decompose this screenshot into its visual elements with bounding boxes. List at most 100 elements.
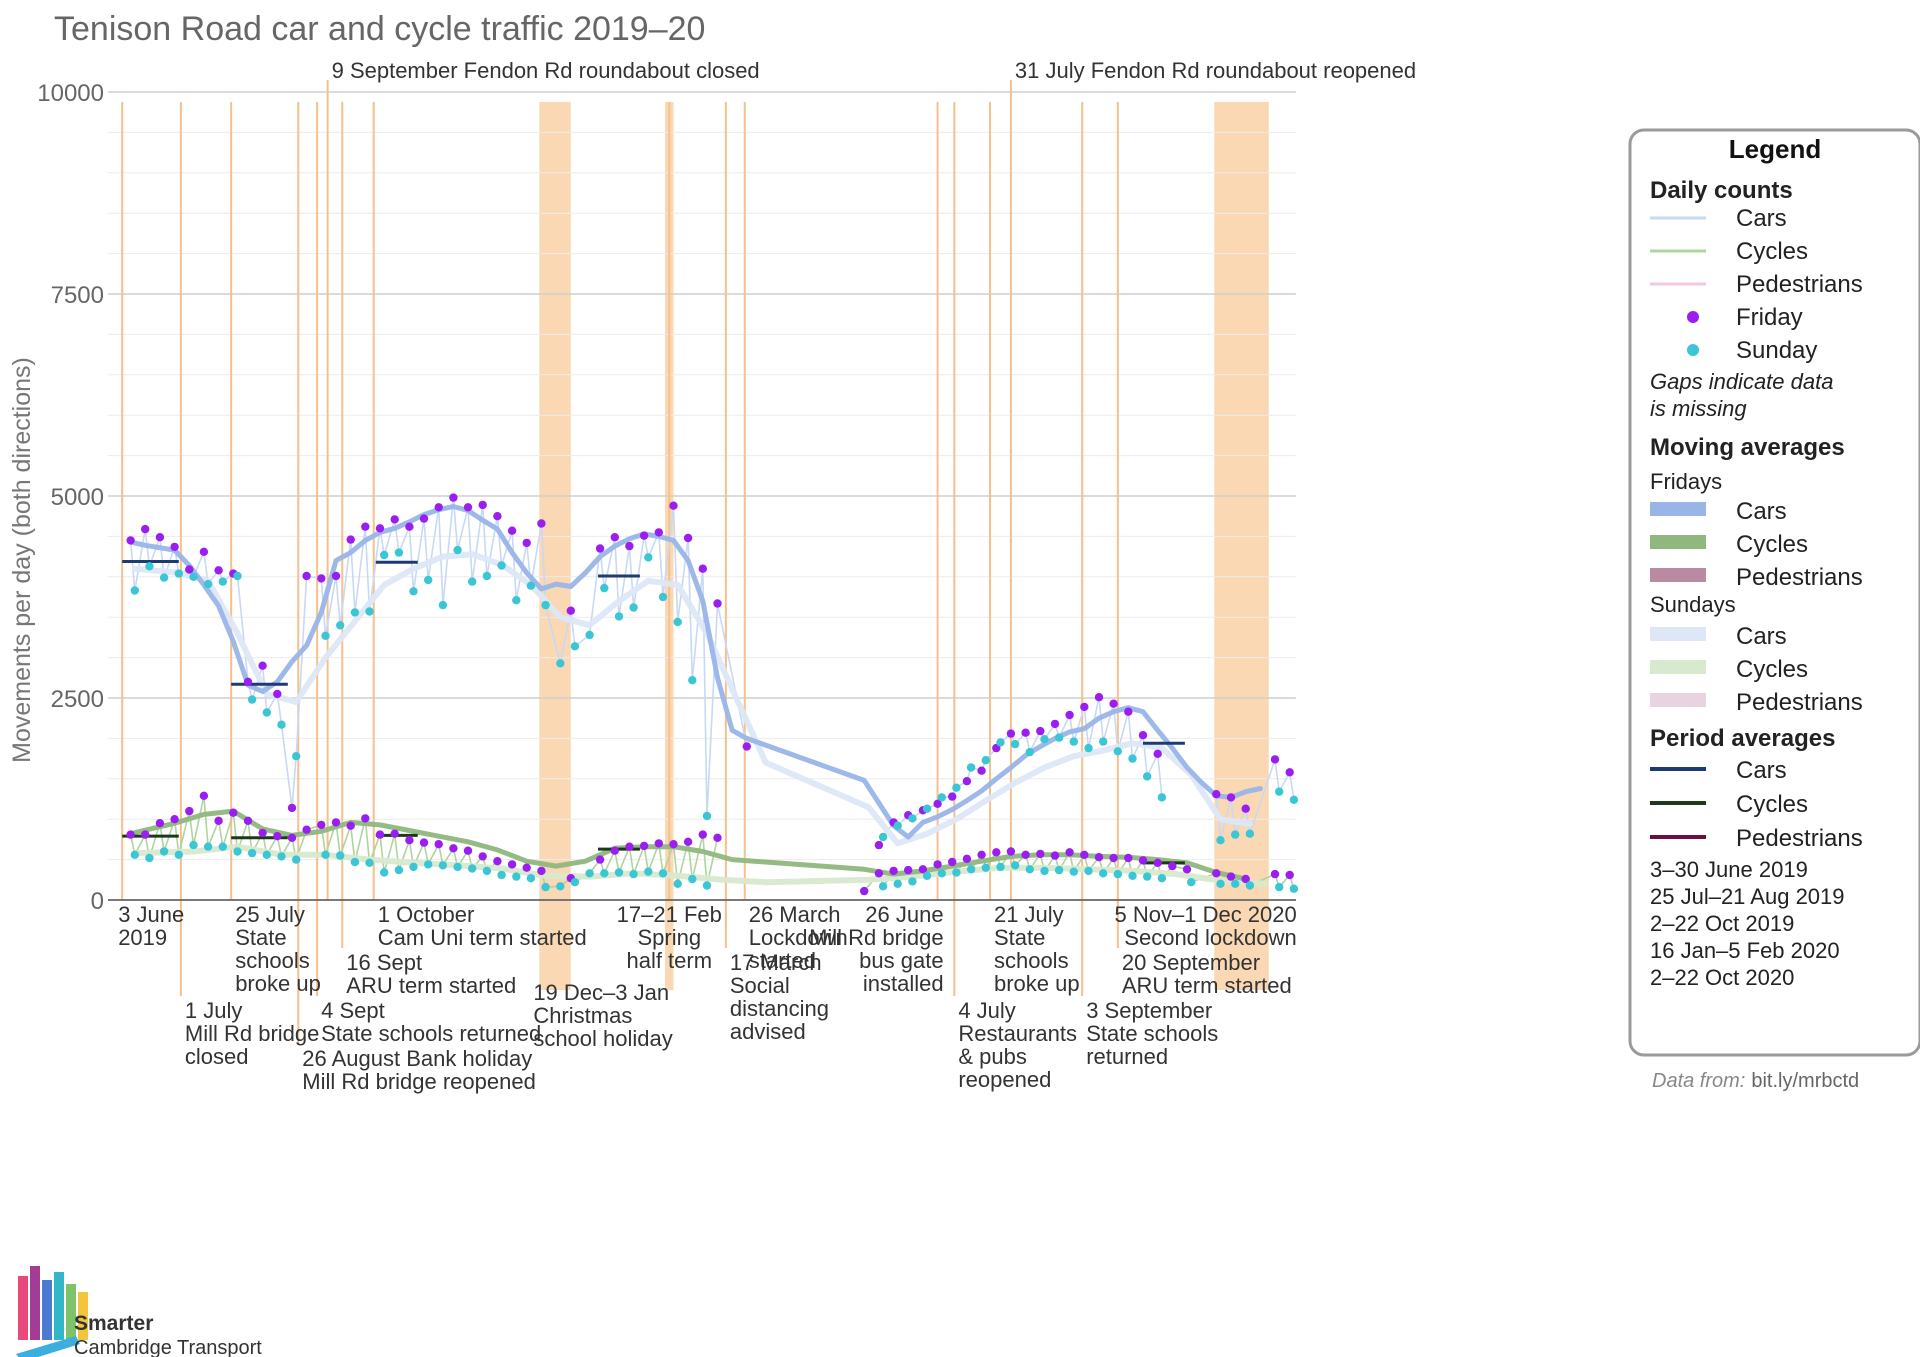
friday-cars-point [1286, 768, 1294, 776]
friday-cars-point [391, 515, 399, 523]
friday-cars-point [1036, 727, 1044, 735]
legend-label: Pedestrians [1736, 564, 1863, 591]
logo-line1: Smarter [74, 1312, 153, 1335]
sunday-cars-point [659, 593, 667, 601]
friday-cycles-point [1271, 870, 1279, 878]
friday-cycles-point [449, 844, 457, 852]
sunday-cycles-point [160, 847, 168, 855]
friday-cycles-point [933, 860, 941, 868]
sunday-cycles-point [468, 864, 476, 872]
sunday-cars-point [571, 642, 579, 650]
sunday-cars-point [219, 577, 227, 585]
sunday-cycles-point [1055, 866, 1063, 874]
sunday-cars-point [351, 608, 359, 616]
sunday-cycles-point [1026, 865, 1034, 873]
legend-label: Cars [1736, 757, 1787, 784]
event-label: started [749, 948, 816, 973]
logo-bar [54, 1272, 64, 1340]
sunday-cycles-point [233, 847, 241, 855]
sunday-cars-point [321, 632, 329, 640]
sunday-cycles-point [600, 869, 608, 877]
y-tick-label: 5000 [51, 484, 104, 511]
sunday-cycles-point [688, 875, 696, 883]
sunday-cars-point [1128, 754, 1136, 762]
event-label: half term [626, 948, 712, 973]
friday-cars-point [1227, 793, 1235, 801]
friday-cycles-point [713, 834, 721, 842]
event-label: Mill Rd bridge [809, 925, 944, 950]
event-label: 25 July [235, 902, 305, 927]
friday-cars-point [963, 777, 971, 785]
legend-subheading: Sundays [1650, 592, 1736, 617]
friday-cars-point [479, 501, 487, 509]
friday-cycles-point [904, 866, 912, 874]
sunday-cycles-point [483, 867, 491, 875]
sunday-cycles-point [556, 882, 564, 890]
friday-cycles-point [464, 847, 472, 855]
sunday-cars-point [1114, 747, 1122, 755]
legend-heading: Period averages [1650, 725, 1835, 752]
period-average-lines [122, 561, 1185, 862]
friday-cycles-point [1212, 869, 1220, 877]
friday-cars-point [1124, 708, 1132, 716]
sunday-cycles-point [277, 852, 285, 860]
friday-cars-point [493, 512, 501, 520]
y-tick-label: 10000 [37, 80, 104, 107]
sunday-cycles-point [674, 880, 682, 888]
friday-cycles-point [302, 826, 310, 834]
legend-swatch [1687, 344, 1699, 356]
sunday-cars-point [1055, 733, 1063, 741]
y-tick-label: 2500 [51, 686, 104, 713]
friday-cars-point [420, 514, 428, 522]
friday-cars-point [1109, 700, 1117, 708]
sunday-cars-point [541, 601, 549, 609]
event-label: installed [863, 971, 944, 996]
sunday-cars-point [1026, 748, 1034, 756]
sunday-cars-point [923, 805, 931, 813]
event-label: broke up [235, 971, 321, 996]
event-label: 1 July [185, 998, 242, 1023]
sunday-cycles-point [263, 851, 271, 859]
sunday-cars-point [175, 569, 183, 577]
sunday-cars-point [131, 586, 139, 594]
friday-cars-point [1242, 805, 1250, 813]
sunday-cycles-point [145, 854, 153, 862]
friday-cycles-point [1021, 851, 1029, 859]
friday-cycles-point [1183, 865, 1191, 873]
event-label: Spring [637, 925, 701, 950]
event-label: 26 June [865, 902, 943, 927]
friday-cycles-point [273, 832, 281, 840]
friday-cycles-point [1139, 856, 1147, 864]
friday-cycles-point [141, 830, 149, 838]
friday-cycles-point [317, 821, 325, 829]
friday-cars-point [376, 524, 384, 532]
event-label: State schools returned [321, 1021, 541, 1046]
sunday-cars-point [1084, 744, 1092, 752]
sunday-cars-point [189, 573, 197, 581]
sunday-cars-point [1275, 788, 1283, 796]
friday-cycles-point [1051, 851, 1059, 859]
friday-cycles-point [1036, 850, 1044, 858]
sunday-cycles-point [512, 872, 520, 880]
sunday-cars-point [688, 676, 696, 684]
x-tick-label: Second lockdown [1124, 925, 1296, 950]
x-tick-label: 5 Nov–1 Dec 2020 [1115, 902, 1297, 927]
event-label: 4 July [958, 998, 1015, 1023]
sunday-cars-point [395, 548, 403, 556]
sunday-cars-point [644, 553, 652, 561]
event-label: advised [730, 1019, 806, 1044]
friday-cycles-point [347, 822, 355, 830]
friday-cars-point [977, 767, 985, 775]
sunday-cycles-point [439, 861, 447, 869]
friday-cars-point [317, 574, 325, 582]
sunday-cars-point [1158, 793, 1166, 801]
sunday-cycles-point [1114, 870, 1122, 878]
friday-cars-point [1021, 729, 1029, 737]
friday-cycles-point [523, 864, 531, 872]
sunday-cycles-point [1128, 872, 1136, 880]
sunday-cycles-point [395, 866, 403, 874]
sunday-cycles-point [189, 841, 197, 849]
event-label: 26 March [749, 902, 841, 927]
friday-cycles-point [963, 855, 971, 863]
friday-cycles-point [200, 792, 208, 800]
